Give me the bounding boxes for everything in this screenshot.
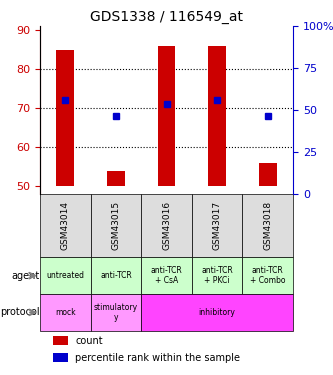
Text: GSM43018: GSM43018 [263, 201, 272, 250]
Text: GSM43015: GSM43015 [111, 201, 121, 250]
Bar [53, 353, 68, 362]
FancyBboxPatch shape [91, 257, 141, 294]
Text: agent: agent [12, 271, 40, 280]
Text: anti-TCR
+ Combo: anti-TCR + Combo [250, 266, 285, 285]
Text: protocol: protocol [0, 308, 40, 317]
FancyBboxPatch shape [192, 194, 242, 257]
Bar [56, 50, 74, 186]
Text: stimulatory
y: stimulatory y [94, 303, 138, 322]
Title: GDS1338 / 116549_at: GDS1338 / 116549_at [90, 10, 243, 24]
FancyBboxPatch shape [40, 257, 91, 294]
Text: GSM43016: GSM43016 [162, 201, 171, 250]
Bar [158, 46, 175, 186]
Bar [53, 336, 68, 345]
Bar [259, 163, 277, 186]
Bar [208, 46, 226, 186]
Bar [107, 171, 125, 186]
Text: inhibitory: inhibitory [199, 308, 235, 317]
FancyBboxPatch shape [242, 194, 293, 257]
Text: anti-TCR
+ CsA: anti-TCR + CsA [151, 266, 182, 285]
Text: GSM43017: GSM43017 [212, 201, 222, 250]
FancyBboxPatch shape [91, 294, 141, 331]
FancyBboxPatch shape [40, 294, 91, 331]
FancyBboxPatch shape [91, 194, 141, 257]
FancyBboxPatch shape [242, 257, 293, 294]
Text: anti-TCR
+ PKCi: anti-TCR + PKCi [201, 266, 233, 285]
Text: GSM43014: GSM43014 [61, 201, 70, 250]
Text: anti-TCR: anti-TCR [100, 271, 132, 280]
FancyBboxPatch shape [141, 294, 293, 331]
FancyBboxPatch shape [141, 257, 192, 294]
FancyBboxPatch shape [141, 194, 192, 257]
Text: percentile rank within the sample: percentile rank within the sample [75, 352, 240, 363]
Text: count: count [75, 336, 103, 346]
FancyBboxPatch shape [40, 194, 91, 257]
FancyBboxPatch shape [192, 257, 242, 294]
Text: mock: mock [55, 308, 76, 317]
Text: untreated: untreated [46, 271, 84, 280]
